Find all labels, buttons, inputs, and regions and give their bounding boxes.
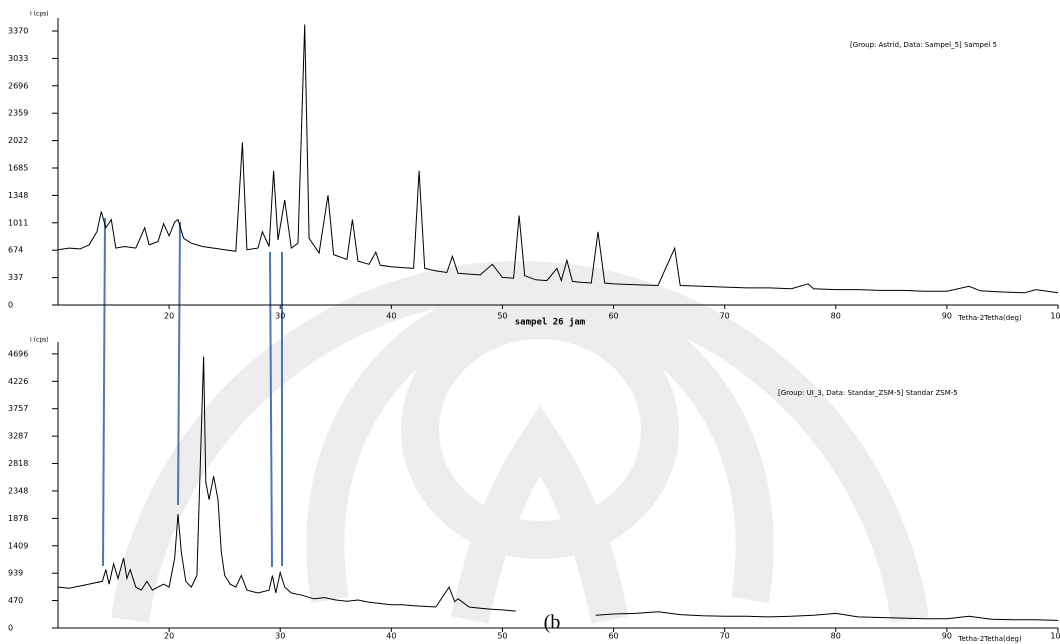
x-tick-label: 100 bbox=[1050, 312, 1060, 321]
x-axis-title: Tetha-2Tetha(deg) bbox=[957, 314, 1022, 322]
x-tick-label: 20 bbox=[164, 312, 174, 321]
y-tick-label: 1011 bbox=[8, 218, 28, 227]
legend-label: [Group: Astrid, Data: Sampel_5] Sampel 5 bbox=[850, 41, 997, 49]
x-axis-title: Tetha-2Tetha(deg) bbox=[957, 635, 1022, 643]
x-tick-label: 100 bbox=[1050, 632, 1060, 641]
x-tick-label: 40 bbox=[386, 312, 396, 321]
x-tick-label: 20 bbox=[164, 632, 174, 641]
x-tick-label: 60 bbox=[608, 312, 618, 321]
y-tick-label: 4226 bbox=[8, 377, 28, 386]
legend-label: [Group: UI_3, Data: Standar_ZSM-5] Stand… bbox=[778, 389, 958, 397]
x-tick-label: 90 bbox=[942, 312, 952, 321]
y-tick-label: 3757 bbox=[8, 404, 28, 413]
x-tick-label: 40 bbox=[386, 632, 396, 641]
y-tick-label: 674 bbox=[8, 246, 23, 255]
connector bbox=[177, 221, 181, 506]
y-tick-label: 939 bbox=[8, 569, 23, 578]
y-tick-label: 3287 bbox=[8, 432, 28, 441]
y-tick-label: 4696 bbox=[8, 349, 28, 358]
y-tick-label: 3370 bbox=[8, 27, 28, 36]
watermark bbox=[111, 260, 929, 624]
watermark-arc bbox=[451, 405, 629, 624]
y-tick-label: 2022 bbox=[8, 136, 28, 145]
data-line bbox=[57, 356, 1059, 621]
y-tick-label: 0 bbox=[8, 624, 13, 633]
annotation: (b bbox=[544, 612, 561, 634]
x-tick-label: 80 bbox=[831, 312, 841, 321]
x-tick-label: 80 bbox=[831, 632, 841, 641]
connector bbox=[269, 251, 273, 568]
x-tick-label: 30 bbox=[275, 312, 285, 321]
y-tick-label: 2359 bbox=[8, 109, 28, 118]
x-tick-label: 60 bbox=[608, 632, 618, 641]
x-tick-label: 30 bbox=[275, 632, 285, 641]
y-tick-label: 1409 bbox=[8, 541, 28, 550]
x-tick-label: 90 bbox=[942, 632, 952, 641]
y-tick-label: 1348 bbox=[8, 191, 28, 200]
y-tick-label: 2696 bbox=[8, 81, 28, 90]
watermark-arc bbox=[111, 260, 929, 623]
y-axis-title: I (cps) bbox=[30, 11, 49, 18]
y-axis-title: I (cps) bbox=[30, 337, 49, 344]
x-tick-label: 70 bbox=[720, 632, 730, 641]
x-tick-label: 50 bbox=[497, 632, 507, 641]
y-tick-label: 2348 bbox=[8, 486, 28, 495]
watermark-arc bbox=[306, 280, 774, 604]
y-tick-label: 1685 bbox=[8, 164, 28, 173]
connector bbox=[102, 217, 106, 567]
y-tick-label: 2818 bbox=[8, 459, 28, 468]
watermark-ring bbox=[401, 301, 679, 559]
y-tick-label: 470 bbox=[8, 596, 23, 605]
data-line bbox=[57, 24, 1059, 294]
y-tick-label: 3033 bbox=[8, 54, 28, 63]
y-tick-label: 337 bbox=[8, 273, 23, 282]
annotation: sampel 26 jam bbox=[515, 317, 586, 328]
x-tick-label: 70 bbox=[720, 312, 730, 321]
x-tick-label: 50 bbox=[497, 312, 507, 321]
y-tick-label: 1878 bbox=[8, 514, 28, 523]
y-tick-label: 0 bbox=[8, 301, 13, 310]
